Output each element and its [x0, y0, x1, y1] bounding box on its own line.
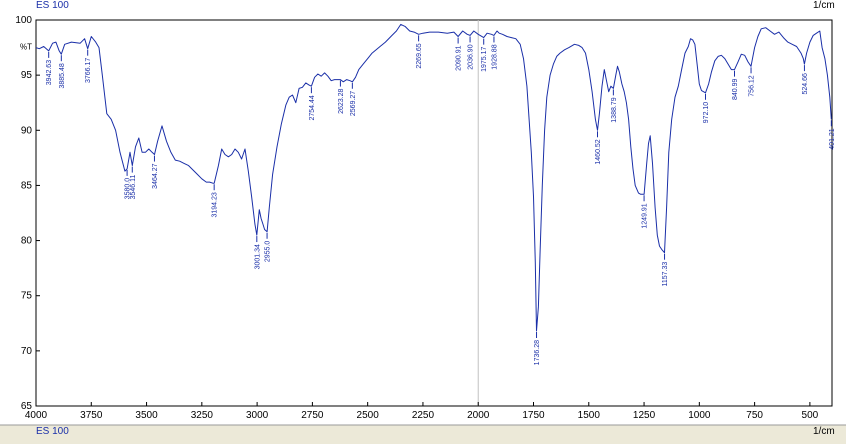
peak-label: 3546.11: [130, 175, 137, 200]
peak-label: 1460.52: [595, 139, 602, 164]
peak-label: 3580.0: [125, 178, 132, 200]
x-unit-bottom: 1/cm: [813, 426, 835, 437]
x-tick-label: 2500: [357, 410, 380, 421]
peak-label: 1928.88: [491, 44, 498, 69]
peak-label: 2036.90: [468, 44, 475, 69]
spectrum-title-top: ES 100: [36, 0, 69, 11]
peak-label: 3001.34: [254, 244, 261, 269]
status-bar: [0, 425, 846, 444]
x-tick-label: 1250: [633, 410, 656, 421]
peak-label: 1975.17: [481, 47, 488, 72]
peak-label: 1249.91: [642, 203, 649, 228]
peak-label: 1736.28: [534, 340, 541, 365]
x-tick-label: 1750: [522, 410, 545, 421]
peak-label: 3194.23: [212, 192, 219, 217]
x-tick-label: 2750: [301, 410, 324, 421]
peak-label: 3464.27: [152, 163, 159, 188]
x-tick-label: 500: [802, 410, 819, 421]
peak-label: 1157.33: [662, 262, 669, 287]
peak-label: 3885.48: [59, 63, 66, 88]
spectrum-title-bottom: ES 100: [36, 426, 69, 437]
x-tick-label: 1500: [578, 410, 601, 421]
peak-label: 2623.28: [338, 89, 345, 114]
y-tick-label: 75: [21, 291, 33, 302]
x-tick-label: 1000: [688, 410, 711, 421]
peak-label: 2569.27: [350, 91, 357, 116]
x-unit-top: 1/cm: [813, 0, 835, 11]
peak-label: 2955.0: [265, 241, 272, 263]
y-tick-label: 65: [21, 401, 33, 412]
peak-label: 756.12: [749, 75, 756, 97]
y-axis-unit-label: %T: [20, 42, 32, 51]
spectrum-trace: [35, 23, 832, 332]
y-tick-label: 100: [15, 15, 32, 26]
peak-label: 3766.17: [85, 58, 92, 83]
y-tick-label: 80: [21, 236, 33, 247]
y-tick-label: 90: [21, 125, 33, 136]
peak-label: 1388.79: [611, 97, 618, 122]
peak-label: 2754.44: [309, 95, 316, 120]
x-tick-label: 750: [746, 410, 763, 421]
y-tick-label: 70: [21, 346, 33, 357]
peak-label: 401.21: [829, 128, 836, 150]
peak-label: 3942.63: [46, 60, 53, 85]
peak-label: 2090.91: [456, 45, 463, 70]
x-tick-label: 2000: [467, 410, 490, 421]
x-tick-label: 3250: [191, 410, 214, 421]
peak-label: 840.99: [732, 79, 739, 101]
plot-frame: [35, 19, 833, 407]
y-tick-label: 95: [21, 70, 33, 81]
x-tick-label: 2250: [412, 410, 435, 421]
x-tick-label: 3500: [135, 410, 158, 421]
peak-label: 2269.65: [416, 43, 423, 68]
x-tick-label: 3750: [80, 410, 103, 421]
x-tick-label: 4000: [25, 410, 48, 421]
y-tick-label: 85: [21, 180, 33, 191]
x-tick-label: 3000: [246, 410, 269, 421]
peak-label: 524.66: [802, 73, 809, 95]
peak-label: 972.10: [703, 102, 710, 124]
